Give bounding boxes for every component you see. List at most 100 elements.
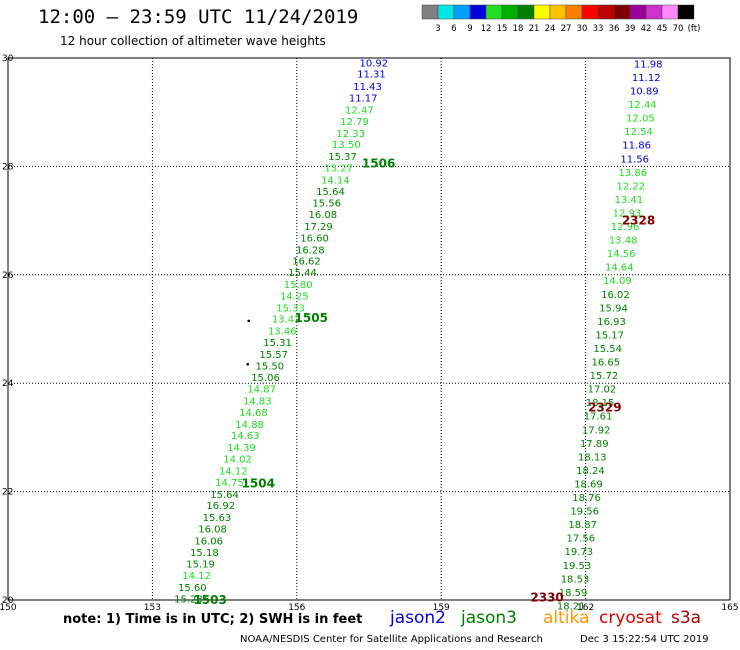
data-label: 16.28	[296, 245, 325, 256]
track-label: 1504	[242, 476, 275, 490]
data-label: 16.62	[292, 257, 321, 268]
data-label: 15.64	[316, 187, 345, 198]
data-label: 15.72	[590, 371, 619, 382]
color-scale-swatch	[661, 4, 679, 20]
color-scale-label: 45	[657, 24, 668, 34]
color-scale-swatch	[597, 4, 615, 20]
data-label: 17.56	[566, 534, 595, 545]
data-label: 15.18	[190, 548, 219, 559]
color-scale-label: 42	[641, 24, 652, 34]
data-label: 10.92	[359, 58, 388, 69]
data-label: 12.05	[626, 114, 655, 125]
data-label: 14.68	[239, 408, 268, 419]
data-label: 14.12	[182, 571, 211, 582]
data-label: 13.48	[609, 236, 638, 247]
chart-grid	[8, 58, 730, 600]
data-label: 13.50	[332, 140, 361, 151]
data-label: 12.93	[613, 208, 642, 219]
data-label: 15.94	[599, 303, 628, 314]
data-label: 11.12	[632, 73, 661, 84]
data-label: 12.79	[340, 117, 369, 128]
data-label: 18.59	[559, 588, 588, 599]
track-label: 1506	[362, 157, 395, 171]
satellite-s3a: s3a	[671, 608, 702, 628]
color-scale-swatch	[421, 4, 439, 20]
color-scale-swatch	[629, 4, 647, 20]
data-label: 17.02	[588, 385, 617, 396]
data-label: 17.92	[582, 425, 611, 436]
data-label: 18.21	[557, 601, 586, 612]
color-scale-swatch	[501, 4, 519, 20]
track-labels: 1503 1504 1505 1506 2328 2329 2330	[193, 157, 655, 607]
data-label: 15.19	[186, 560, 215, 571]
data-label: 19.73	[565, 547, 594, 558]
color-scale-swatch	[437, 4, 455, 20]
data-point	[246, 362, 250, 366]
footer-note: note: 1) Time is in UTC; 2) SWH is in fe…	[63, 612, 363, 627]
satellite-cryosat: cryosat	[599, 608, 662, 628]
data-label: 16.08	[198, 524, 227, 535]
chart-axes: 150 153 156 159 162 165 20 22 24 26 28 30	[0, 54, 739, 613]
data-label: 16.02	[601, 290, 630, 301]
color-scale-swatch	[469, 4, 487, 20]
y-tick-label: 28	[2, 162, 14, 172]
data-label: 16.08	[308, 210, 337, 221]
data-label: 18.24	[576, 466, 605, 477]
data-label: 13.41	[615, 195, 644, 206]
color-scale-label: 15	[497, 24, 508, 34]
color-scale-label: 24	[545, 24, 556, 34]
data-label: 14.14	[321, 175, 350, 186]
color-scale-label: 3	[435, 24, 440, 34]
data-label: 15.50	[256, 361, 285, 372]
data-label: 11.43	[353, 82, 382, 93]
color-scale-label: 27	[561, 24, 572, 34]
data-label: 15.33	[276, 303, 305, 314]
data-label: 19.53	[563, 561, 592, 572]
color-scale-swatch	[517, 4, 535, 20]
x-tick-label: 156	[288, 603, 305, 613]
data-label: 14.64	[605, 263, 634, 274]
track-label: 1505	[295, 311, 328, 325]
data-label: 16.93	[597, 317, 626, 328]
data-label: 12.47	[345, 105, 374, 116]
x-tick-label: 153	[144, 603, 161, 613]
data-label: 15.56	[312, 199, 341, 210]
data-label: 15.54	[593, 344, 622, 355]
data-label: 12.54	[624, 127, 653, 138]
data-label: 14.75	[215, 478, 244, 489]
x-tick-label: 159	[433, 603, 450, 613]
data-label: 14.56	[607, 249, 636, 260]
data-label: 16.65	[591, 358, 620, 369]
x-tick-label: 162	[577, 603, 594, 613]
y-tick-label: 26	[2, 271, 14, 281]
color-scale-swatch	[565, 4, 583, 20]
data-label: 17.89	[580, 439, 609, 450]
color-scale: 3 6 9 12 15 18 21 24 27 30 33 36 39 42 45 70 (ft)	[421, 4, 700, 34]
y-tick-label: 24	[2, 379, 14, 389]
data-label: 13.27	[324, 163, 353, 174]
y-tick-label: 30	[2, 54, 14, 64]
data-label: 15.60	[178, 583, 207, 594]
chart-subtitle: 12 hour collection of altimeter wave hei…	[60, 34, 326, 48]
track-label: 2330	[530, 590, 563, 604]
color-scale-swatch	[485, 4, 503, 20]
color-scale-label: 70	[673, 24, 684, 34]
track-label: 1503	[193, 593, 226, 607]
satellite-jason3: jason3	[461, 608, 517, 628]
data-label: 11.31	[357, 70, 386, 81]
data-point	[247, 319, 250, 323]
color-scale-label: 33	[593, 24, 604, 34]
data-label: 14.83	[243, 397, 272, 408]
color-scale-label: 39	[625, 24, 636, 34]
data-label: 13.46	[268, 327, 297, 338]
data-label: 15.31	[263, 338, 292, 349]
data-label: 14.87	[247, 385, 276, 396]
color-scale-swatch	[549, 4, 567, 20]
y-tick-label: 20	[2, 596, 14, 606]
data-label: 13.42	[272, 315, 301, 326]
data-label: 17.29	[304, 222, 333, 233]
data-label: 11.17	[349, 94, 378, 105]
color-scale-swatch	[613, 4, 631, 20]
color-scale-swatch	[645, 4, 663, 20]
